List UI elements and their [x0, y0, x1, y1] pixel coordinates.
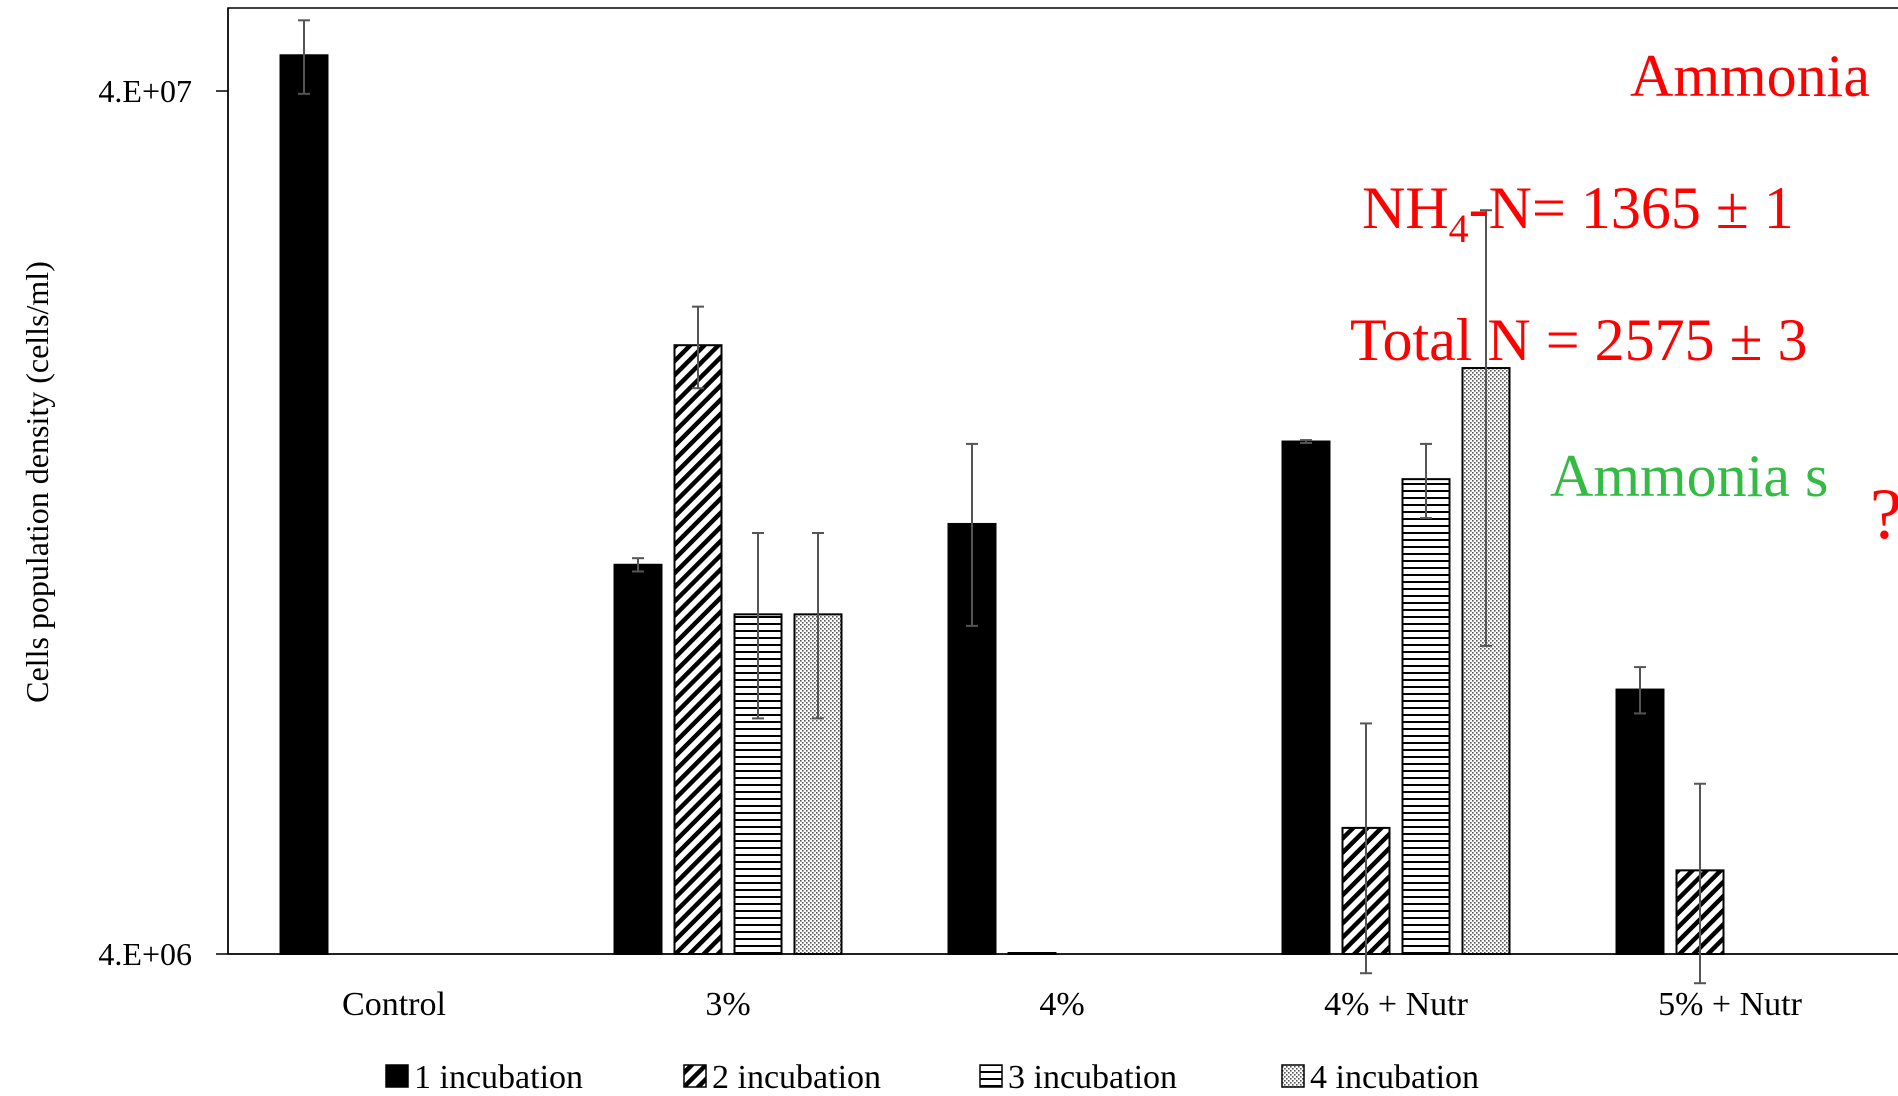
- annotation-total-n: Total N = 2575 ± 3: [1350, 307, 1808, 373]
- x-tick-labels: Control 3% 4% 4% + Nutr 5% + Nutr: [342, 986, 1803, 1023]
- legend-swatch-solid: [385, 1064, 409, 1088]
- bar-diagonal: [1007, 952, 1057, 955]
- bar-horizontal: [1401, 478, 1451, 955]
- y-tick-label: 4.E+06: [98, 936, 192, 972]
- annotation-nh4-rest: -N= 1365 ± 1: [1469, 175, 1794, 241]
- x-tick-label: 4% + Nutr: [1324, 986, 1468, 1023]
- bar-diagonal: [673, 344, 723, 955]
- bar-solid: [613, 563, 663, 955]
- annotation-nh4n: NH4-N= 1365 ± 1: [1362, 175, 1794, 251]
- x-tick-label: 3%: [705, 986, 750, 1023]
- annotation-nh4-subscript: 4: [1449, 206, 1469, 251]
- legend: 1 incubation 2 incubation 3 incubation 4 in…: [385, 1059, 1479, 1096]
- y-tick-label: 4.E+07: [98, 73, 192, 109]
- error-bars: [298, 19, 1706, 985]
- annotation-nh4-prefix: NH: [1362, 175, 1449, 241]
- annotation-ammonia-stripped: Ammonia s: [1550, 443, 1828, 509]
- y-ticks: 4.E+06 4.E+07: [98, 73, 228, 972]
- legend-label: 1 incubation: [414, 1059, 583, 1096]
- x-tick-label: 5% + Nutr: [1658, 986, 1802, 1023]
- x-tick-label: Control: [342, 986, 446, 1023]
- legend-label: 2 incubation: [712, 1059, 881, 1096]
- annotation-ammonia: Ammonia: [1630, 43, 1870, 109]
- y-axis-title: Cells population density (cells/ml): [19, 261, 55, 703]
- x-tick-label: 4%: [1039, 986, 1084, 1023]
- bar-solid: [279, 54, 329, 955]
- annotation-question-mark: ?: [1870, 474, 1898, 554]
- legend-swatch-dotted: [1281, 1064, 1305, 1088]
- legend-label: 4 incubation: [1310, 1059, 1479, 1096]
- legend-swatch-horizontal: [979, 1064, 1003, 1088]
- bar-solid: [1281, 440, 1331, 955]
- bar-solid: [1615, 688, 1665, 955]
- legend-swatch-diagonal: [683, 1064, 707, 1088]
- annotations: Ammonia NH4-N= 1365 ± 1 Total N = 2575 ±…: [1350, 43, 1898, 554]
- legend-label: 3 incubation: [1008, 1059, 1177, 1096]
